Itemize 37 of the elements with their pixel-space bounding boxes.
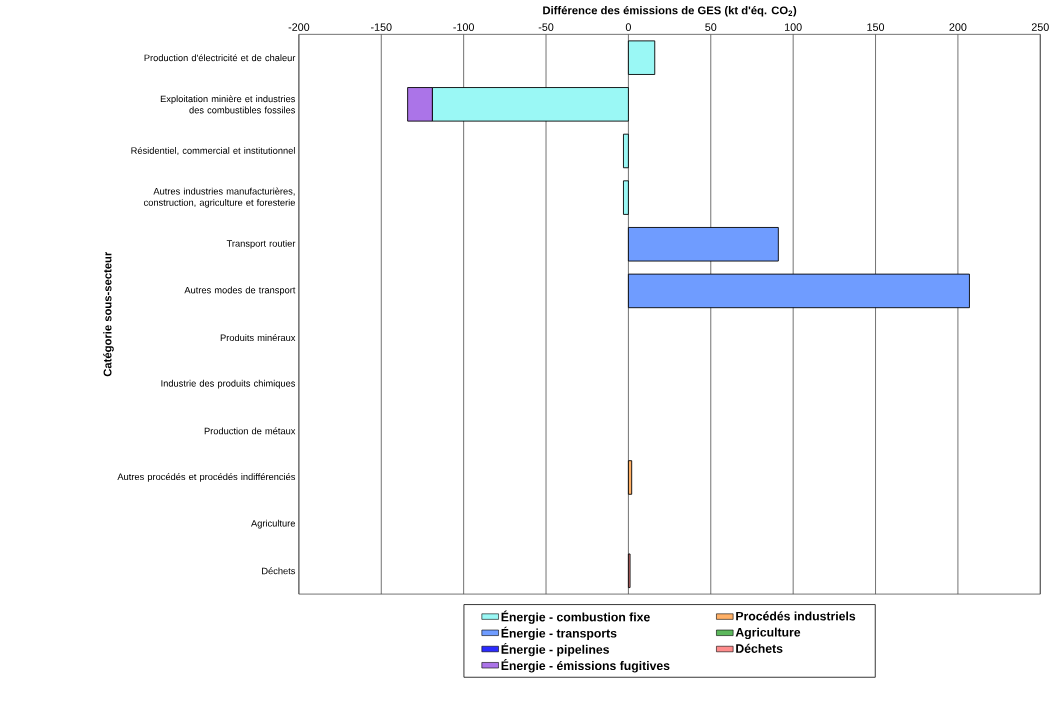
x-tick-label: 150 [867, 23, 885, 31]
x-tick-label: -100 [453, 23, 474, 31]
x-tick-label: 100 [785, 23, 802, 31]
y-tick-label: Déchets [262, 567, 296, 575]
y-axis-title: Catégorie sous-secteur [103, 251, 114, 377]
x-tick-label: 50 [705, 23, 717, 31]
y-tick-label: Transport routier [226, 239, 296, 249]
y-tick-label: Production de métaux [204, 427, 296, 435]
x-axis-title: Différence des émissions de GES (kt d'éq. CO$_{2}$) [543, 6, 797, 17]
y-tick-label: Produits minéraux [220, 334, 296, 342]
bar [627, 273, 970, 309]
y-tick-label: Résidentiel, commercial et institutionnel [131, 147, 295, 156]
y-tick-label: Agriculture [251, 519, 296, 529]
x-tick-label: -50 [538, 23, 554, 31]
y-tick-label: Autres modes de transport [184, 286, 296, 296]
bar [627, 227, 779, 262]
legend-label: Procédés industriels [736, 611, 856, 621]
y-tick-label: Autres procédés et procédés indifférenciés [117, 473, 296, 482]
x-tick-label: 200 [949, 23, 967, 31]
legend-label: Énergie - combustion fixe [501, 610, 650, 624]
y-tick-label: Industrie des produits chimiques [161, 379, 296, 389]
legend-label: Déchets [736, 643, 783, 653]
y-tick-label: Autres industries manufacturières, construction, agriculture et foresterie [143, 187, 295, 208]
legend-label: Énergie - émissions fugitives [501, 659, 670, 673]
x-tick-label: 0 [625, 23, 631, 31]
y-tick-label: Exploitation minière et industries des combustibles fossiles [160, 95, 296, 114]
bar [627, 460, 633, 495]
x-tick-label: -150 [370, 23, 392, 31]
legend-label: Agriculture [735, 627, 801, 640]
x-tick-label: 250 [1031, 23, 1049, 31]
y-tick-label: Production d'électricité et de chaleur [144, 54, 296, 62]
x-tick-label: -200 [288, 23, 310, 31]
bar [623, 133, 629, 169]
bar [627, 40, 656, 75]
legend-label: Énergie - pipelines [501, 642, 610, 657]
legend-label: Énergie - transports [501, 626, 617, 641]
bar [623, 180, 629, 215]
